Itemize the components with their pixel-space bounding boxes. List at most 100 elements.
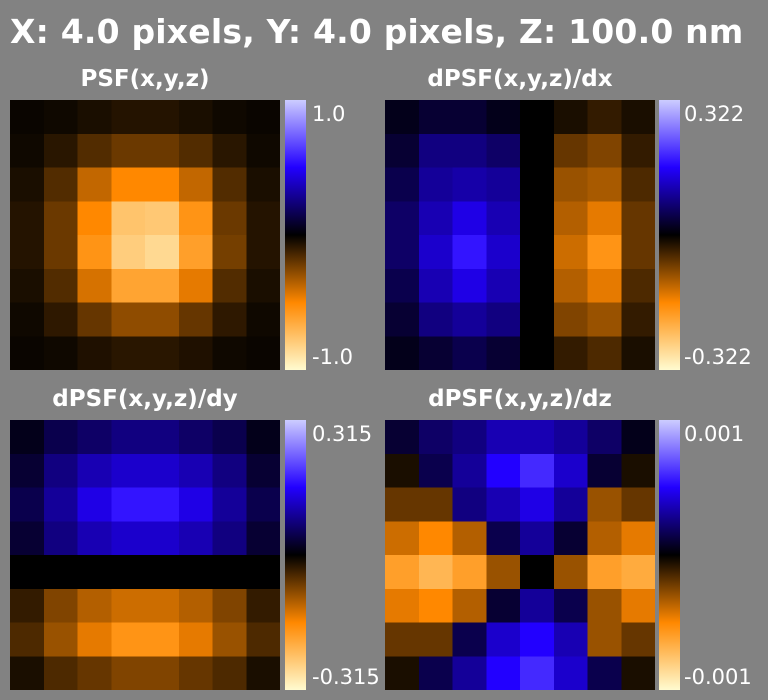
heatmap-cell — [111, 201, 146, 236]
heatmap-cell — [111, 656, 146, 690]
heatmap-cell — [520, 555, 555, 590]
panel-title-psf: PSF(x,y,z) — [80, 66, 210, 92]
heatmap-cell — [178, 235, 213, 270]
heatmap-cell — [520, 420, 555, 455]
heatmap-cell — [418, 302, 453, 337]
panel-title-dpsf-dy: dPSF(x,y,z)/dy — [52, 386, 238, 412]
heatmap-cell — [111, 336, 146, 370]
heatmap-cell — [520, 133, 555, 168]
heatmap-cell — [43, 555, 78, 590]
heatmap-cell — [111, 487, 146, 522]
colorbar-dpsf-dy — [285, 420, 306, 690]
heatmap-cell — [418, 521, 453, 556]
heatmap-cell — [145, 622, 180, 657]
panel-title-dpsf-dz: dPSF(x,y,z)/dz — [428, 386, 612, 412]
heatmap-cell — [178, 100, 213, 135]
heatmap-cell — [10, 555, 45, 590]
heatmap-cell — [486, 453, 521, 488]
heatmap-cell — [10, 420, 45, 455]
heatmap-cell — [486, 487, 521, 522]
heatmap-cell — [385, 453, 420, 488]
heatmap-cell — [553, 268, 588, 303]
heatmap-cell — [486, 201, 521, 236]
heatmap-cell — [520, 336, 555, 370]
heatmap-cell — [246, 622, 280, 657]
heatmap-cell — [418, 336, 453, 370]
heatmap-cell — [587, 622, 622, 657]
heatmap-cell — [520, 302, 555, 337]
heatmap-cell — [486, 133, 521, 168]
heatmap-cell — [111, 100, 146, 135]
heatmap-cell — [520, 521, 555, 556]
heatmap-cell — [43, 487, 78, 522]
colorbar-min-label-psf: -1.0 — [312, 345, 353, 369]
heatmap-cell — [587, 588, 622, 623]
heatmap-cell — [43, 201, 78, 236]
heatmap-cell — [246, 521, 280, 556]
heatmap-cell — [246, 100, 280, 135]
heatmap-cell — [77, 622, 112, 657]
heatmap-cell — [212, 487, 247, 522]
heatmap-cell — [246, 235, 280, 270]
heatmap-cell — [452, 487, 487, 522]
heatmap-cell — [520, 167, 555, 202]
heatmap-cell — [520, 100, 555, 135]
heatmap-cell — [178, 656, 213, 690]
heatmap-cell — [145, 201, 180, 236]
heatmap-cell — [452, 521, 487, 556]
heatmap-cell — [621, 100, 655, 135]
heatmap-cell — [10, 167, 45, 202]
heatmap-cell — [77, 167, 112, 202]
heatmap-cell — [486, 521, 521, 556]
heatmap-cell — [621, 622, 655, 657]
heatmap-cell — [452, 453, 487, 488]
heatmap-cell — [486, 268, 521, 303]
heatmap-cell — [486, 167, 521, 202]
heatmap-cell — [621, 453, 655, 488]
heatmap-cell — [553, 622, 588, 657]
heatmap-cell — [553, 453, 588, 488]
heatmap-cell — [77, 588, 112, 623]
heatmap-cell — [452, 420, 487, 455]
heatmap-cell — [178, 555, 213, 590]
heatmap-cell — [553, 555, 588, 590]
heatmap-cell — [553, 487, 588, 522]
heatmap-cell — [621, 235, 655, 270]
heatmap-cell — [145, 235, 180, 270]
heatmap-cell — [587, 100, 622, 135]
colorbar-max-label-dpsf-dz: 0.001 — [684, 422, 745, 446]
heatmap-cell — [43, 167, 78, 202]
heatmap-cell — [385, 656, 420, 690]
heatmap-cell — [212, 656, 247, 690]
colorbar-psf — [285, 100, 306, 370]
heatmap-cell — [553, 521, 588, 556]
heatmap-cell — [178, 133, 213, 168]
heatmap-cell — [418, 622, 453, 657]
heatmap-cell — [452, 201, 487, 236]
heatmap-cell — [553, 235, 588, 270]
heatmap-cell — [385, 622, 420, 657]
heatmap-cell — [77, 420, 112, 455]
heatmap-cell — [520, 268, 555, 303]
heatmap-cell — [178, 268, 213, 303]
heatmap-cell — [587, 235, 622, 270]
heatmap-cell — [10, 487, 45, 522]
heatmap-cell — [212, 336, 247, 370]
heatmap-cell — [587, 656, 622, 690]
heatmap-cell — [212, 100, 247, 135]
heatmap-cell — [621, 133, 655, 168]
heatmap-cell — [486, 656, 521, 690]
heatmap-cell — [111, 420, 146, 455]
colorbar-dpsf-dx — [659, 100, 680, 370]
heatmap-cell — [10, 588, 45, 623]
heatmap-cell — [77, 100, 112, 135]
heatmap-cell — [587, 302, 622, 337]
heatmap-cell — [77, 336, 112, 370]
heatmap-cell — [145, 588, 180, 623]
heatmap-cell — [111, 521, 146, 556]
heatmap-cell — [145, 336, 180, 370]
heatmap-cell — [145, 656, 180, 690]
heatmap-cell — [385, 167, 420, 202]
heatmap-cell — [111, 235, 146, 270]
heatmap-cell — [621, 268, 655, 303]
